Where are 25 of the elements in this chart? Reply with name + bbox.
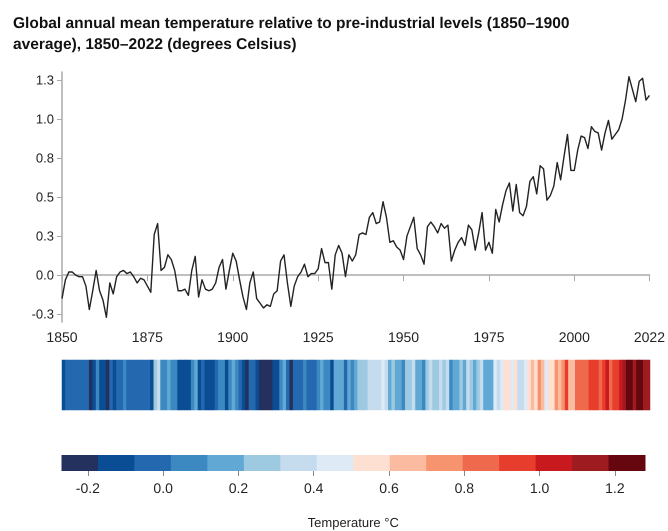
color-bar-label: 0.8 (454, 480, 474, 496)
color-bar-title: Temperature °C (308, 515, 399, 530)
y-tick-label: 0.5 (36, 190, 54, 204)
x-tick-label: 1900 (217, 329, 249, 345)
color-bar-label: -0.2 (76, 480, 100, 496)
x-tick-label: 1850 (46, 329, 78, 345)
y-tick-label: 1.0 (36, 111, 54, 126)
color-bar-label: 0.6 (379, 480, 399, 496)
y-tick-label: 1.3 (36, 72, 54, 88)
color-bar-label: 1.0 (530, 480, 550, 496)
x-tick-label: 1925 (302, 329, 334, 345)
x-tick-label: 1875 (132, 329, 164, 345)
x-tick-label: 1950 (388, 329, 420, 345)
color-bar-label: 1.2 (605, 480, 625, 496)
x-tick-label: 2022 (634, 329, 666, 345)
chart-title: Global annual mean temperature relative to pre-industrial levels (1850–1900 average), 1850–2022 (degrees Celsius) (13, 15, 574, 53)
y-tick-label: 0.0 (36, 268, 54, 283)
color-bar-label: 0.0 (153, 480, 174, 496)
y-tick-label: 0.8 (36, 150, 54, 166)
color-bar-label: 0.4 (304, 480, 324, 496)
x-tick-label: 1975 (473, 329, 505, 345)
y-tick-label: -0.3 (32, 306, 54, 322)
color-bar-label: 0.2 (228, 480, 248, 496)
x-tick-label: 2000 (558, 329, 590, 345)
y-tick-label: 0.3 (36, 228, 54, 244)
